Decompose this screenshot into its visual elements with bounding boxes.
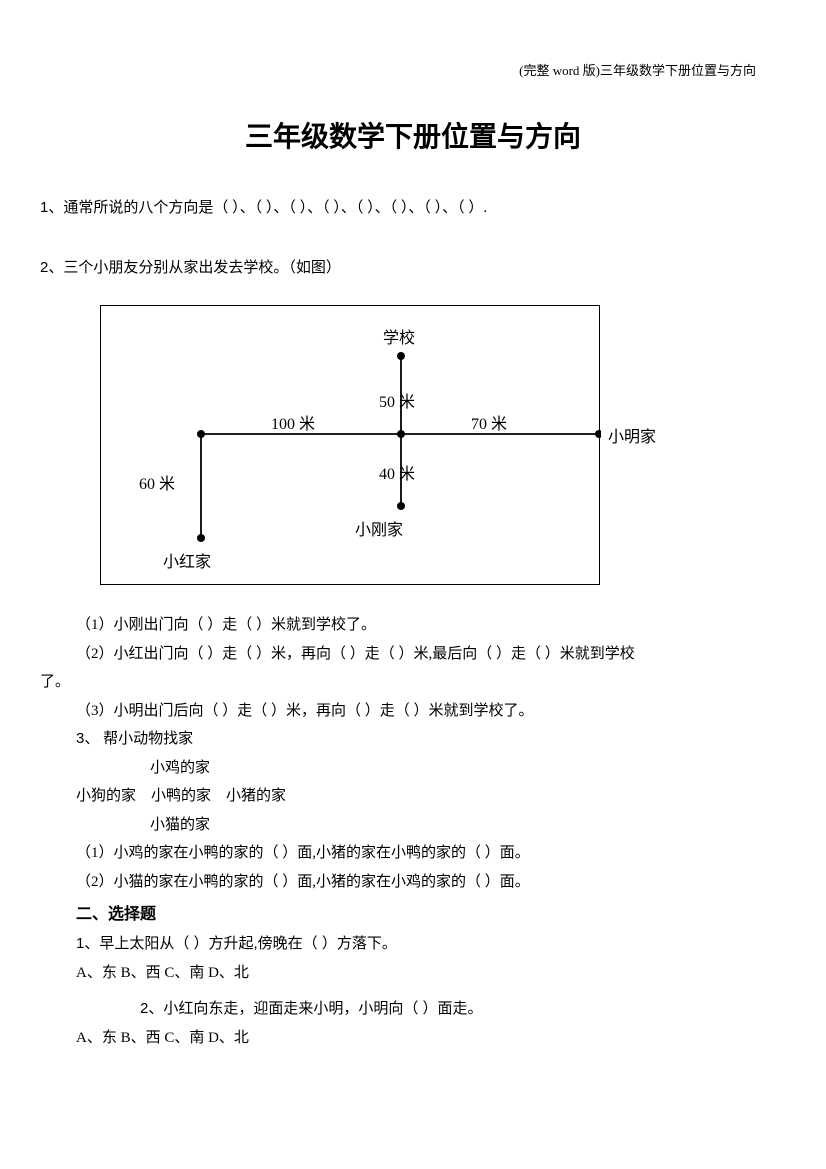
header-note: (完整 word 版)三年级数学下册位置与方向 <box>40 60 786 79</box>
q2-sub-2b: 了。 <box>40 668 786 697</box>
q3-sub-2: （2）小猫的家在小鸭的家的（ ）面,小猪的家在小鸡的家的（ ）面。 <box>40 868 786 897</box>
diagram-label-outside: 小明家 <box>608 423 656 447</box>
diagram-label: 学校 <box>383 324 415 348</box>
q2-sub-1: （1）小刚出门向（ ）走（ ）米就到学校了。 <box>40 611 786 640</box>
diagram-label: 小刚家 <box>355 516 403 540</box>
q3-title: 帮小动物找家 <box>99 731 193 747</box>
question-2: 2、三个小朋友分别从家出发去学校。（如图） <box>40 251 786 285</box>
diagram-label: 小红家 <box>163 548 211 572</box>
page-title: 三年级数学下册位置与方向 <box>40 115 786 155</box>
q2-subquestions: （1）小刚出门向（ ）走（ ）米就到学校了。 （2）小红出门向（ ）走（ ）米，… <box>40 611 786 1052</box>
diagram-label: 50 米 <box>379 388 415 412</box>
sec2-q2-options: A、东 B、西 C、南 D、北 <box>40 1024 786 1053</box>
sec2-q2-text: 2、小红向东走，迎面走来小明，小明向（ ）面走。 <box>140 1000 483 1017</box>
diagram-svg <box>101 306 601 586</box>
q2-sub-3: （3）小明出门后向（ ）走（ ）米，再向（ ）走（ ）米就到学校了。 <box>40 697 786 726</box>
q2-text: 三个小朋友分别从家出发去学校。（如图） <box>63 260 341 276</box>
q3-row1: 小鸡的家 <box>40 754 786 783</box>
q1-num: 1、 <box>40 199 63 216</box>
diagram-label: 40 米 <box>379 460 415 484</box>
diagram-label: 100 米 <box>271 410 315 434</box>
sec2-q1: 1、早上太阳从（ ）方升起,傍晚在（ ）方落下。 <box>40 930 786 959</box>
q3-sub-1: （1）小鸡的家在小鸭的家的（ ）面,小猪的家在小鸭的家的（ ）面。 <box>40 839 786 868</box>
q2-sub-2a: （2）小红出门向（ ）走（ ）米，再向（ ）走（ ）米,最后向（ ）走（ ）米就… <box>40 640 786 669</box>
q1-text: 通常所说的八个方向是（ ）、（ ）、（ ）、（ ）、（ ）、（ ）、（ ）、（ … <box>63 200 487 216</box>
sec2-q1-text: 1、早上太阳从（ ）方升起,傍晚在（ ）方落下。 <box>76 935 397 952</box>
q3-num: 3、 <box>76 730 99 747</box>
question-3: 3、 帮小动物找家 <box>40 725 786 754</box>
diagram-box: 学校 50 米 100 米 70 米 60 米 40 米小刚家小红家 <box>100 305 600 585</box>
diagram-label: 70 米 <box>471 410 507 434</box>
q3-row3: 小猫的家 <box>40 811 786 840</box>
sec2-q1-options: A、东 B、西 C、南 D、北 <box>40 959 786 988</box>
diagram-label: 60 米 <box>139 470 175 494</box>
question-1: 1、通常所说的八个方向是（ ）、（ ）、（ ）、（ ）、（ ）、（ ）、（ ）、… <box>40 191 786 225</box>
section-2-heading: 二、选择题 <box>40 900 786 930</box>
sec2-q2: 2、小红向东走，迎面走来小明，小明向（ ）面走。 <box>40 995 786 1024</box>
q3-row2: 小狗的家 小鸭的家 小猪的家 <box>40 782 786 811</box>
diagram-container: 学校 50 米 100 米 70 米 60 米 40 米小刚家小红家 小明家 <box>100 305 786 585</box>
q2-num: 2、 <box>40 259 63 276</box>
